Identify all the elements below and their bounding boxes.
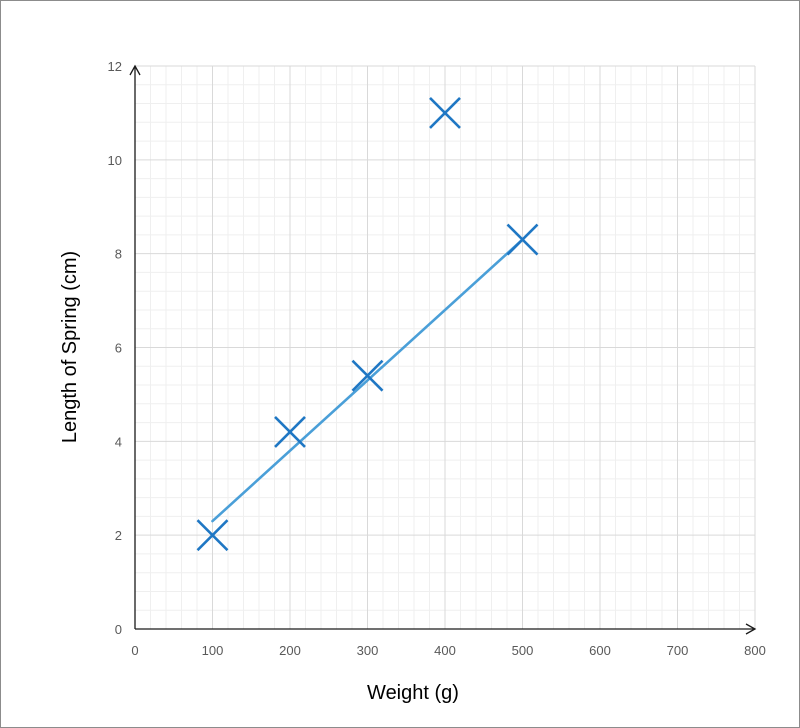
x-tick-labels: 0 100 200 300 400 500 600 700 800	[131, 643, 765, 658]
data-point-marker	[429, 96, 461, 129]
marker-stroke	[196, 519, 229, 552]
data-point-marker	[274, 416, 306, 448]
marker-stroke	[351, 359, 384, 392]
x-tick-label: 600	[589, 643, 611, 658]
axes	[129, 64, 757, 635]
data-point-marker	[351, 359, 384, 392]
y-tick-label: 12	[108, 59, 122, 74]
y-tick-label: 8	[115, 247, 122, 262]
x-tick-label: 800	[744, 643, 766, 658]
y-tick-label: 10	[108, 153, 122, 168]
y-axis-title: Length of Spring (cm)	[59, 251, 81, 443]
x-tick-label: 700	[667, 643, 689, 658]
marker-stroke	[274, 416, 306, 448]
x-axis-title: Weight (g)	[367, 682, 459, 704]
x-tick-label: 500	[512, 643, 534, 658]
y-tick-label: 2	[115, 528, 122, 543]
x-tick-label: 0	[131, 643, 138, 658]
y-tick-labels: 0 2 4 6 8 10 12	[108, 59, 122, 637]
x-tick-label: 100	[202, 643, 224, 658]
marker-stroke	[506, 223, 539, 256]
x-tick-label: 400	[434, 643, 456, 658]
y-tick-label: 6	[115, 341, 122, 356]
data-point-marker	[196, 519, 229, 552]
x-axis-arrow	[745, 623, 757, 635]
x-tick-label: 300	[357, 643, 379, 658]
y-axis-arrow	[129, 64, 141, 76]
trendline	[211, 238, 524, 523]
x-tick-label: 200	[279, 643, 301, 658]
marker-stroke	[429, 96, 461, 129]
y-tick-label: 4	[115, 434, 122, 449]
data-markers	[196, 96, 539, 552]
data-point-marker	[506, 223, 539, 256]
trendline-layer	[211, 238, 524, 523]
y-tick-label: 0	[115, 622, 122, 637]
